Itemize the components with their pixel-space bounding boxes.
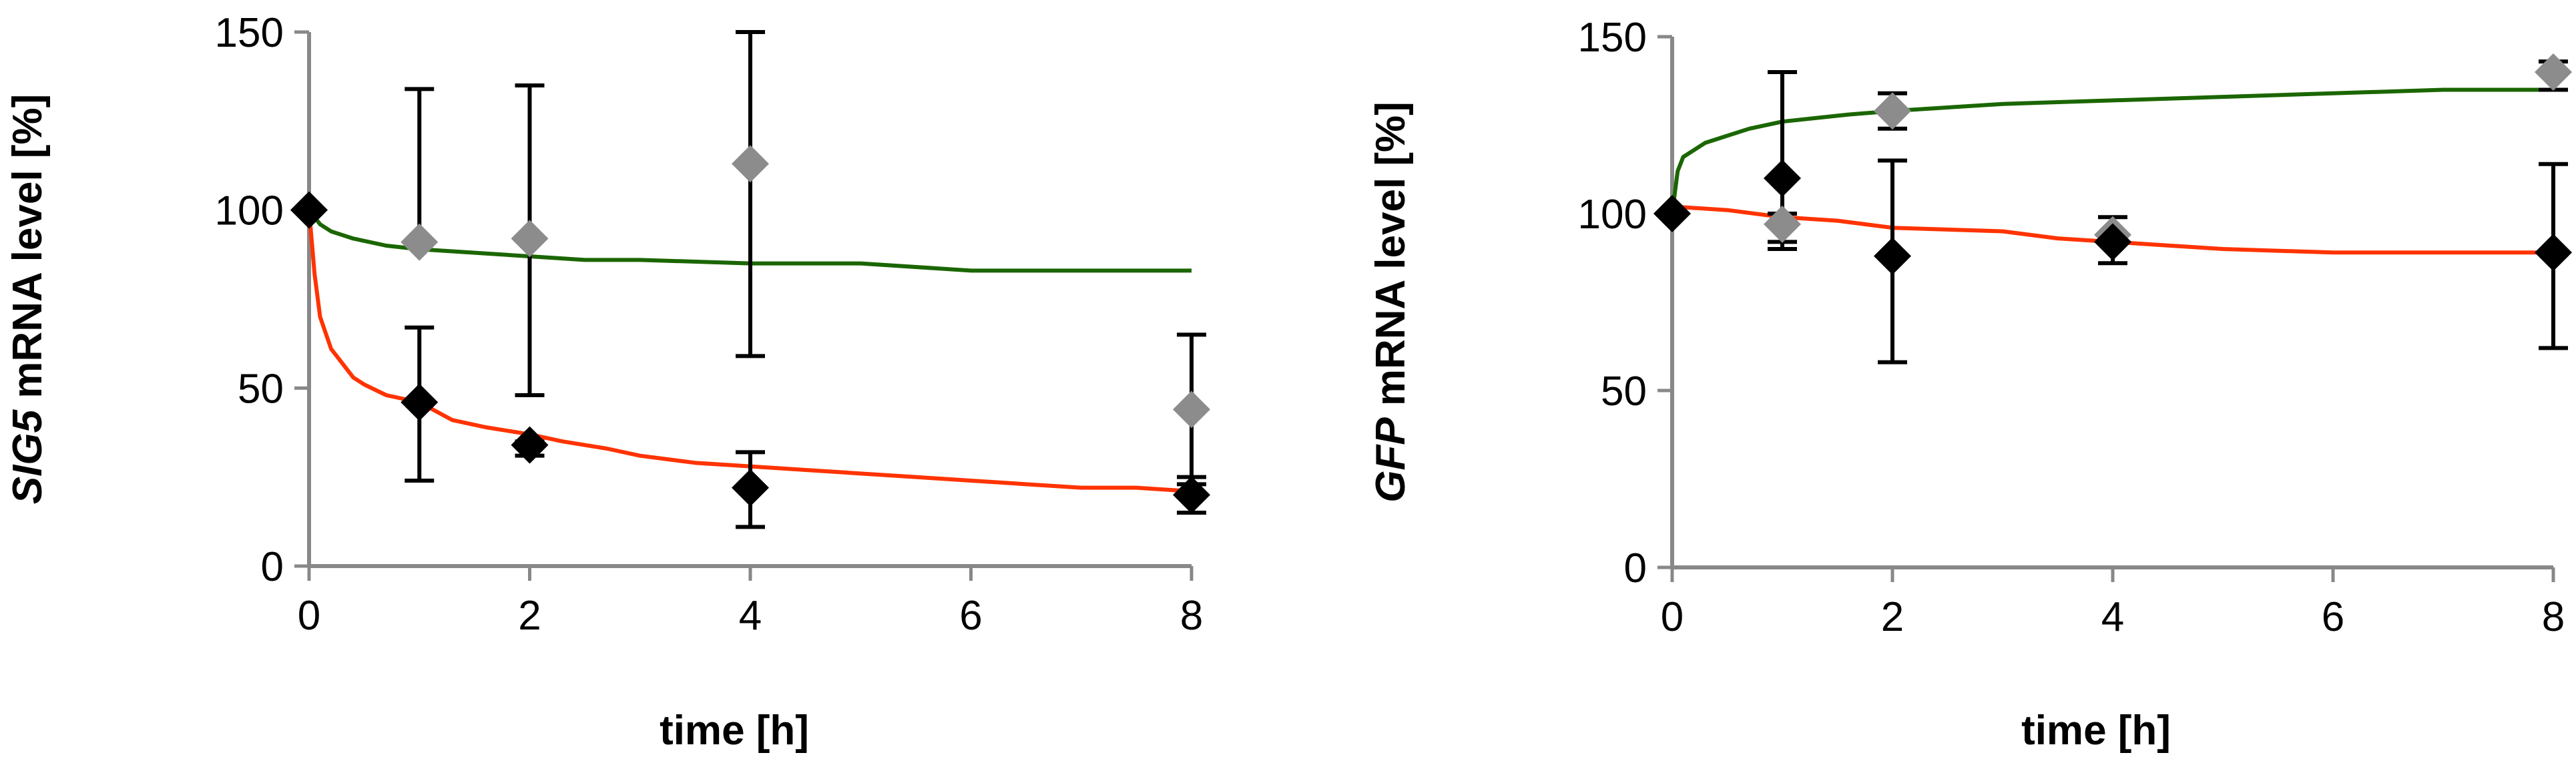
data-point — [401, 223, 439, 261]
y-tick-label: 50 — [1601, 368, 1647, 415]
data-point — [290, 191, 328, 229]
data-point — [732, 145, 769, 183]
y-tick-label: 0 — [261, 544, 284, 590]
y-axis-title: GFP mRNA level [%] — [1368, 101, 1414, 503]
x-axis-title: time [h] — [660, 708, 809, 754]
y-axis-title: SIG5 mRNA level [%] — [5, 94, 51, 504]
data-point — [1764, 205, 1801, 243]
y-tick-label: 100 — [1578, 192, 1647, 238]
x-tick-label: 0 — [298, 593, 320, 639]
data-point — [2535, 234, 2572, 272]
x-tick-label: 6 — [959, 593, 982, 639]
y-tick-label: 50 — [238, 366, 284, 412]
y-tick-label: 100 — [215, 188, 284, 234]
data-point — [1173, 476, 1210, 514]
data-point — [1173, 391, 1210, 429]
y-axis-title-unit: mRNA level [%] — [1368, 101, 1414, 417]
data-point — [1874, 92, 1911, 130]
y-axis-title-unit: mRNA level [%] — [5, 94, 51, 410]
series-line — [307, 210, 1192, 493]
series-line — [1670, 87, 2553, 214]
x-axis-title: time [h] — [2021, 708, 2171, 754]
x-tick-label: 2 — [518, 593, 541, 639]
x-tick-label: 0 — [1661, 594, 1684, 640]
chart-sig5: 0 50 100 150 0 2 4 6 8 time [h] SIG5 mRNA level [%… — [5, 10, 1210, 754]
x-tick-label: 4 — [739, 593, 762, 639]
y-axis-title-gene: GFP — [1368, 417, 1414, 503]
data-point — [2535, 53, 2572, 91]
x-tick-label: 2 — [1881, 594, 1904, 640]
x-tick-label: 6 — [2322, 594, 2344, 640]
data-point — [1653, 195, 1691, 232]
x-tick-label: 4 — [2101, 594, 2124, 640]
y-tick-label: 150 — [1578, 15, 1647, 61]
chart-gfp: 0 50 100 150 0 2 4 6 8 time [h] GFP mRNA level [%] — [1368, 15, 2572, 754]
y-axis-title-gene: SIG5 — [5, 409, 51, 504]
y-tick-label: 150 — [215, 10, 284, 56]
y-tick-label: 0 — [1624, 545, 1647, 591]
data-point — [732, 469, 769, 507]
x-tick-label: 8 — [2542, 594, 2565, 640]
data-point — [511, 220, 549, 258]
data-point — [1874, 237, 1911, 275]
data-point — [401, 383, 439, 421]
x-tick-label: 8 — [1180, 593, 1203, 639]
data-point — [1764, 160, 1801, 197]
data-point — [2094, 223, 2131, 261]
data-point — [511, 426, 549, 464]
